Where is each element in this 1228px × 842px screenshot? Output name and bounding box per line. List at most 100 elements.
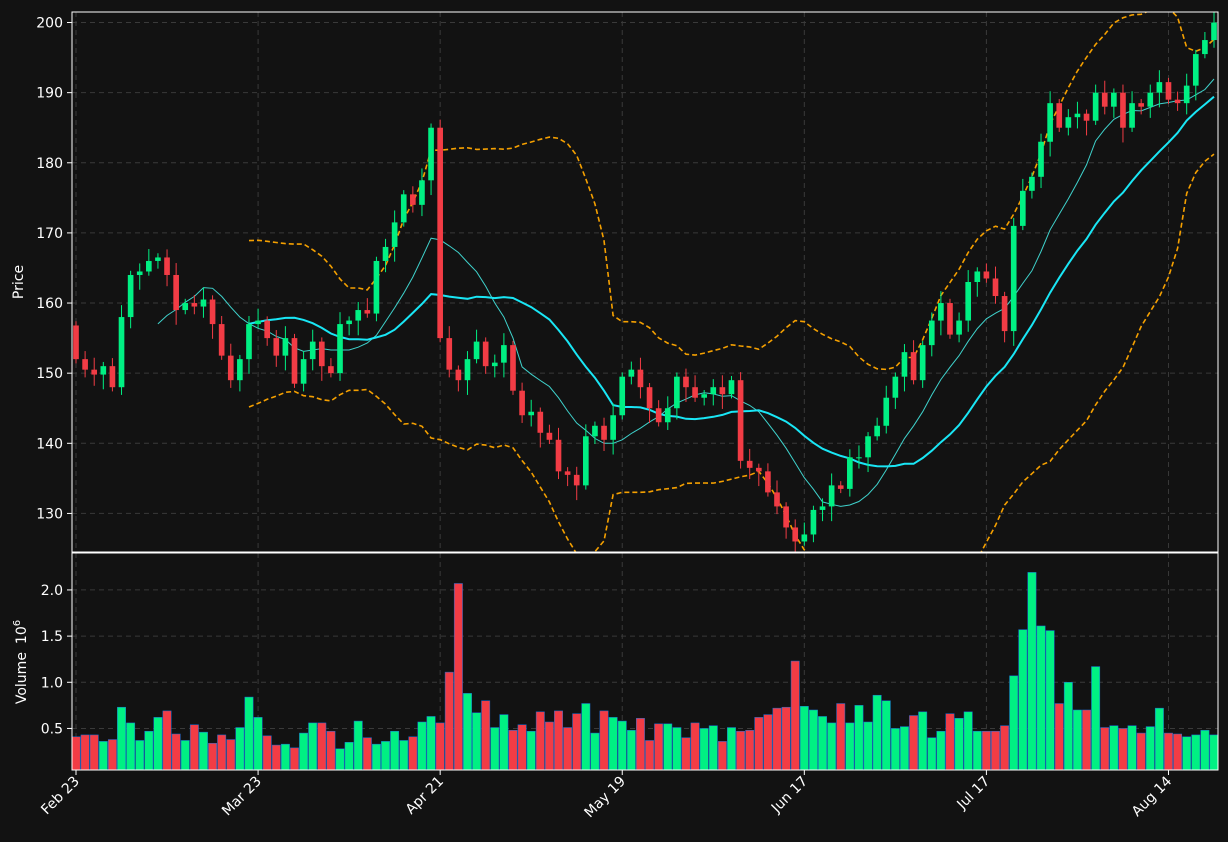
candle-body	[783, 506, 789, 528]
candle-body	[564, 471, 571, 475]
price-axis-ticks: 130 140 150 160 170 180 190 200	[36, 16, 72, 522]
volume-bar	[572, 713, 582, 770]
candle-body	[810, 509, 817, 535]
candle-body	[528, 411, 535, 416]
candle-body	[100, 366, 107, 375]
price-axis-label: Price	[11, 265, 27, 299]
volume-bar	[1145, 726, 1155, 770]
candle-body	[1129, 103, 1135, 128]
candle-body	[246, 324, 252, 360]
volume-bars	[72, 572, 1218, 770]
volume-bar	[144, 730, 154, 770]
volume-bar	[308, 722, 318, 770]
candle-body	[309, 341, 316, 360]
candle-body	[237, 359, 243, 381]
volume-bar	[453, 583, 463, 770]
volume-bar	[699, 728, 709, 770]
candle-body	[856, 457, 862, 459]
candle-body	[1147, 92, 1154, 107]
candle-body	[1111, 92, 1117, 107]
candle-body	[264, 320, 271, 339]
volume-bar	[535, 711, 545, 770]
candle-body	[391, 222, 398, 247]
volume-bar	[299, 732, 309, 770]
volume-bar	[808, 709, 818, 770]
volume-bar	[1000, 725, 1010, 770]
volume-bar	[1082, 709, 1091, 770]
volume-bar	[1118, 728, 1128, 770]
candle-body	[1029, 176, 1035, 191]
volume-bar	[226, 739, 236, 770]
volume-bar	[863, 721, 873, 770]
candle-body	[1056, 103, 1063, 128]
volume-bar	[1027, 572, 1037, 770]
candle-body	[173, 274, 179, 311]
price-tick-label: 150	[36, 366, 63, 382]
candle-body	[209, 299, 216, 325]
candle-body	[919, 345, 926, 381]
price-tick-label: 190	[36, 86, 63, 102]
candle-body	[109, 366, 116, 388]
volume-bar	[991, 730, 1000, 770]
volume-bar	[663, 723, 673, 770]
volume-bar	[1209, 734, 1218, 770]
volume-bar	[781, 706, 791, 770]
volume-bar	[117, 706, 126, 770]
volume-axis-ticks: 0.5 1.0 1.5 2.0	[41, 583, 72, 737]
candle-body	[337, 324, 343, 374]
price-tick-label: 200	[36, 16, 63, 32]
candle-body	[227, 355, 234, 381]
candle-body	[646, 387, 653, 409]
volume-bar	[1091, 666, 1101, 770]
volume-axis-exponent-base: 10	[14, 626, 30, 644]
candle-body	[91, 369, 98, 375]
volume-bar	[1073, 709, 1082, 770]
volume-bar	[253, 717, 263, 770]
volume-panel-frame	[71, 552, 1219, 771]
candle-body	[601, 425, 607, 440]
volume-bar	[344, 742, 354, 770]
volume-bar	[98, 741, 108, 770]
volume-bar	[89, 734, 99, 770]
candle-body	[300, 359, 307, 384]
volume-tick-label: 1.0	[41, 675, 63, 691]
volume-bar	[162, 710, 172, 770]
candle-body	[537, 411, 544, 433]
candle-body	[1120, 92, 1126, 128]
candle-body	[637, 369, 644, 388]
candle-body	[1001, 296, 1008, 332]
candle-body	[355, 310, 362, 321]
candle-body	[674, 376, 680, 409]
volume-bar	[180, 740, 190, 770]
candle-body	[82, 359, 88, 370]
candle-body	[1192, 54, 1199, 86]
candle-body	[419, 180, 425, 205]
volume-bar	[845, 722, 855, 770]
candle-body	[1065, 117, 1072, 128]
volume-bar	[1045, 630, 1055, 770]
volume-bar	[708, 725, 718, 770]
candle-body	[291, 338, 298, 384]
volume-bar	[189, 724, 199, 770]
candle-body	[965, 282, 972, 321]
volume-bar	[399, 740, 409, 770]
candle-body	[1019, 190, 1026, 226]
candle-body	[1083, 113, 1090, 121]
volume-bar	[317, 722, 327, 770]
candle-body	[1047, 103, 1053, 142]
volume-bar	[672, 727, 682, 770]
candle-body	[819, 506, 826, 510]
volume-bar	[371, 743, 381, 770]
candle-body	[573, 474, 580, 486]
candle-body	[1092, 92, 1099, 121]
volume-bar	[1009, 675, 1019, 770]
volume-bar	[945, 713, 955, 770]
volume-bar	[736, 730, 746, 770]
candle-body	[992, 278, 999, 297]
volume-bar	[1182, 736, 1192, 770]
volume-bar	[481, 700, 491, 770]
volume-bar	[362, 737, 372, 770]
volume-bar	[262, 735, 272, 770]
candle-body	[692, 387, 698, 398]
